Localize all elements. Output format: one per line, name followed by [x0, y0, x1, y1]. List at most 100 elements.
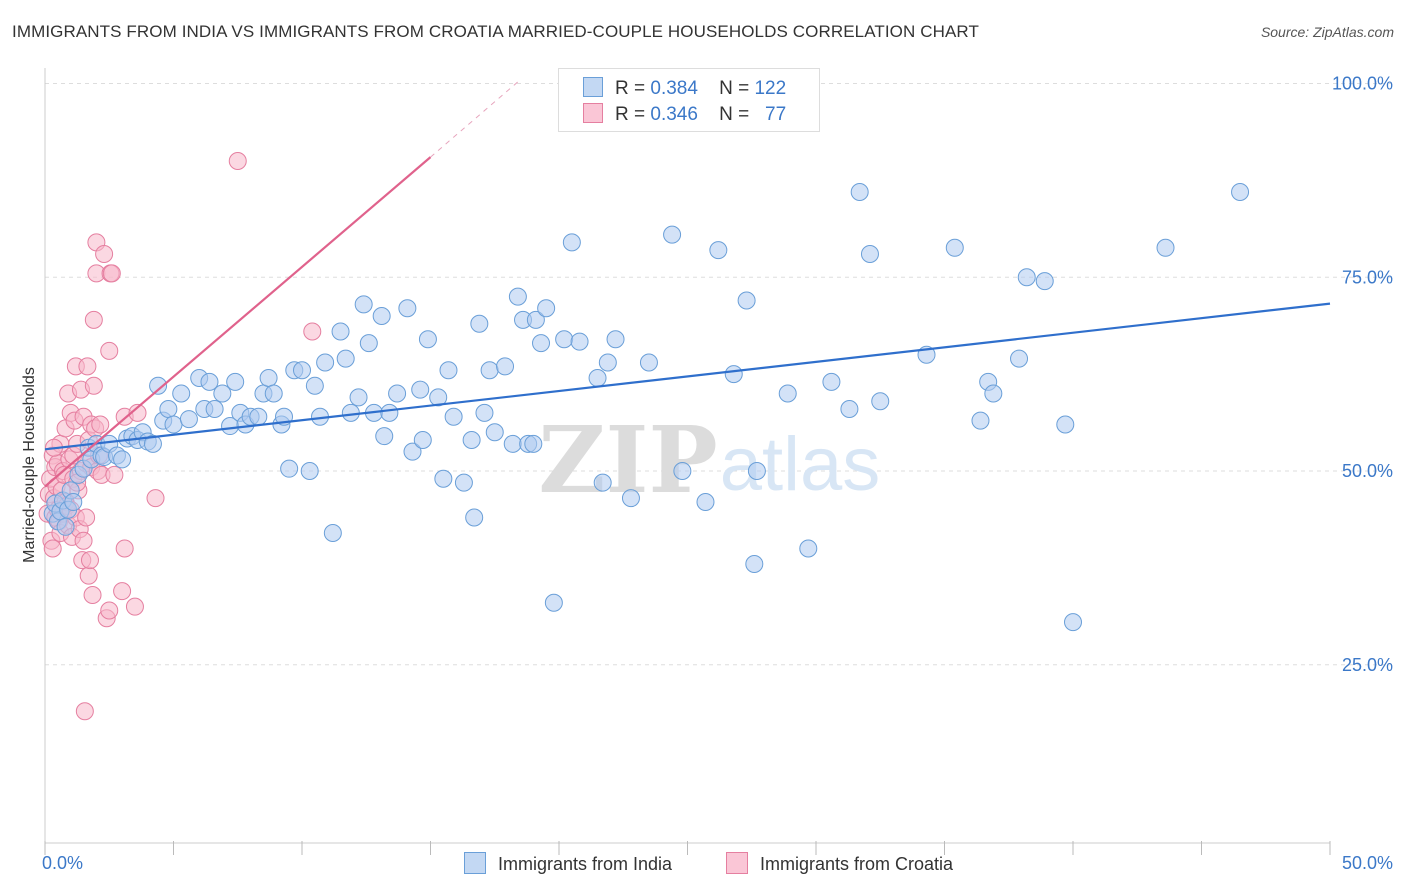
- india-point: [570, 332, 589, 351]
- india-point: [143, 434, 162, 453]
- croatia-point: [75, 702, 94, 721]
- india-point: [850, 183, 869, 201]
- india-point: [411, 380, 430, 399]
- india-point: [532, 334, 551, 353]
- n-label: N =: [719, 104, 750, 125]
- india-point: [454, 473, 473, 492]
- india-point: [470, 314, 489, 333]
- india-point: [159, 400, 178, 418]
- india-point: [316, 353, 335, 372]
- india-point: [1035, 272, 1054, 291]
- india-point: [971, 411, 990, 430]
- india-point: [588, 369, 607, 387]
- legend-row-croatia: R = 0.346 N = 77: [583, 103, 786, 127]
- india-point: [465, 508, 484, 527]
- india-point: [375, 427, 394, 446]
- india-point: [179, 410, 198, 429]
- india-point: [871, 392, 890, 411]
- india-point: [737, 291, 756, 310]
- india-trend-line: [44, 302, 1331, 451]
- india-point: [331, 322, 350, 341]
- croatia-point: [77, 508, 96, 527]
- r-label: R =: [615, 78, 646, 99]
- india-point: [724, 365, 743, 384]
- india-point: [205, 400, 224, 418]
- india-point: [778, 384, 797, 403]
- india-point: [439, 361, 458, 380]
- india-point: [984, 384, 1003, 403]
- croatia-point: [43, 539, 62, 558]
- india-point: [56, 517, 75, 536]
- india-point: [462, 431, 481, 449]
- india-point: [945, 238, 964, 257]
- croatia-point: [79, 566, 98, 585]
- x-tick-label: 0.0%: [42, 853, 83, 873]
- india-point: [226, 372, 245, 391]
- india-point: [64, 493, 83, 511]
- india-point: [172, 384, 191, 403]
- legend-row-india: R = 0.384 N = 122: [583, 77, 786, 101]
- india-point: [709, 241, 728, 260]
- india-swatch: [464, 852, 486, 874]
- croatia-point: [113, 582, 132, 601]
- r-value-croatia: 0.346: [650, 104, 698, 125]
- gridlines: [45, 83, 1392, 666]
- india-point: [508, 287, 527, 306]
- n-value-croatia: 77: [765, 104, 787, 125]
- india-point: [480, 361, 499, 380]
- india-point: [323, 524, 342, 542]
- india-point: [354, 295, 373, 314]
- legend-item-india: Immigrants from India: [464, 852, 672, 875]
- croatia-points: [38, 152, 322, 721]
- india-point: [639, 353, 658, 372]
- india-point: [372, 307, 391, 325]
- watermark-atlas: atlas: [720, 422, 881, 507]
- croatia-point: [228, 152, 247, 170]
- india-point: [555, 330, 574, 349]
- n-label: N =: [719, 78, 750, 99]
- legend-item-croatia: Immigrants from Croatia: [726, 852, 953, 875]
- croatia-point: [83, 586, 102, 604]
- india-point: [606, 330, 625, 349]
- india-point: [359, 334, 378, 353]
- india-point: [388, 384, 407, 403]
- india-point: [1064, 613, 1082, 632]
- india-point: [598, 353, 617, 372]
- croatia-point: [146, 489, 165, 508]
- india-points: [43, 183, 1250, 632]
- india-point: [164, 415, 183, 434]
- india-point: [280, 459, 299, 478]
- india-point: [300, 462, 319, 480]
- source-label: Source: ZipAtlas.com: [1260, 24, 1394, 40]
- india-point: [149, 376, 168, 395]
- croatia-point: [78, 357, 97, 376]
- india-point: [747, 462, 766, 480]
- india-point: [349, 388, 368, 407]
- india-point: [496, 357, 515, 376]
- chart-title: IMMIGRANTS FROM INDIA VS IMMIGRANTS FROM…: [12, 22, 979, 41]
- croatia-point: [100, 601, 119, 620]
- croatia-point: [80, 551, 99, 570]
- india-point: [305, 376, 324, 395]
- india-point: [1017, 268, 1036, 287]
- legend-label-croatia: Immigrants from Croatia: [760, 854, 954, 874]
- correlation-legend: R = 0.384 N = 122 R = 0.346 N = 77: [558, 68, 820, 132]
- trend-lines: [44, 79, 1331, 488]
- croatia-swatch: [583, 103, 603, 123]
- y-tick-label: 100.0%: [1332, 74, 1393, 94]
- tick-labels: 25.0% 50.0% 75.0% 100.0% 0.0% 50.0%: [42, 74, 1393, 874]
- india-point: [200, 372, 219, 391]
- croatia-point: [105, 465, 124, 484]
- india-point: [1056, 415, 1075, 434]
- croatia-point: [128, 403, 147, 422]
- india-point: [663, 225, 682, 244]
- croatia-point: [125, 597, 144, 616]
- r-label: R =: [615, 104, 646, 125]
- croatia-point: [74, 531, 93, 550]
- r-value-india: 0.384: [650, 78, 698, 99]
- india-point: [249, 407, 268, 426]
- india-point: [485, 423, 504, 442]
- india-point: [403, 442, 422, 461]
- india-point: [621, 489, 640, 508]
